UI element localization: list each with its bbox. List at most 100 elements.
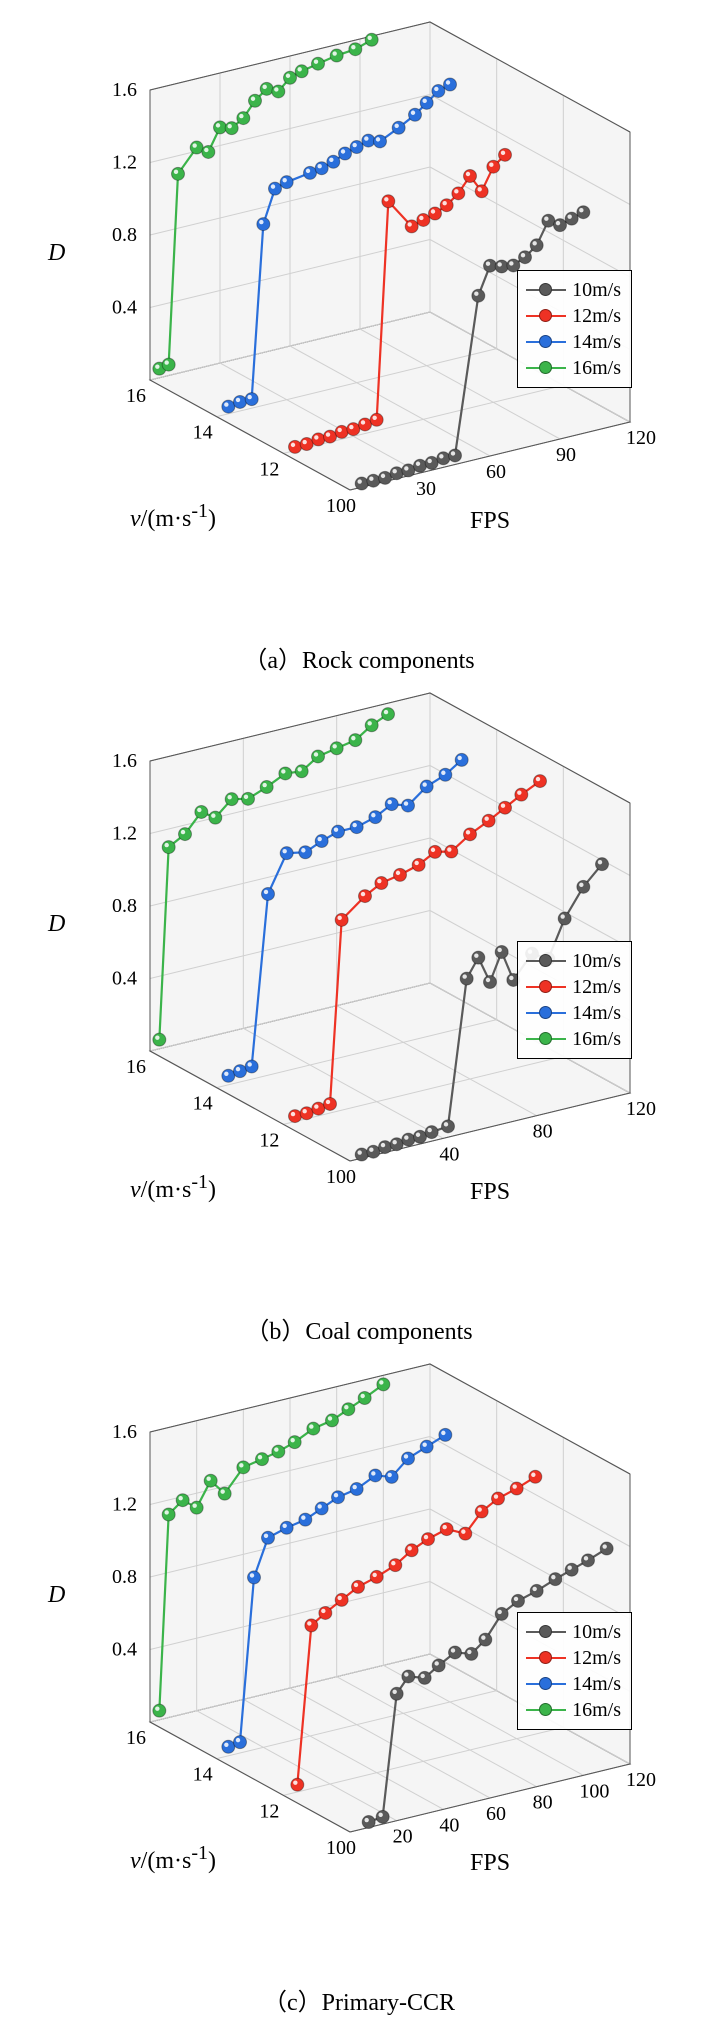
- series-marker-s10: [512, 1594, 525, 1607]
- series-marker-s14: [222, 1069, 235, 1082]
- series-marker-s14: [439, 1428, 452, 1441]
- series-marker-s14: [385, 1470, 398, 1483]
- axis-label-fps: FPS: [470, 1850, 510, 1877]
- series-marker-s10: [449, 449, 462, 462]
- series-marker-s14: [339, 147, 352, 160]
- series-marker-s14: [444, 78, 457, 91]
- series-marker-s14: [420, 96, 433, 109]
- series-marker-s12: [324, 1097, 337, 1110]
- series-marker-s12: [300, 1107, 313, 1120]
- series-marker-s16: [260, 82, 273, 95]
- svg-text:0.4: 0.4: [112, 968, 137, 990]
- series-marker-s14: [350, 141, 363, 154]
- series-marker-s10: [577, 206, 590, 219]
- panel-caption-b: （b）Coal components: [0, 1311, 718, 1346]
- legend: 10m/s12m/s14m/s16m/s: [517, 1612, 632, 1730]
- svg-text:1.6: 1.6: [112, 1421, 137, 1443]
- series-marker-s10: [414, 1130, 427, 1143]
- series-marker-s14: [280, 1521, 293, 1534]
- legend-item-s12: 12m/s: [526, 974, 621, 1000]
- series-marker-s16: [242, 792, 255, 805]
- series-marker-s10: [362, 1816, 375, 1829]
- series-marker-s12: [422, 1533, 435, 1546]
- axis-label-v: v/(m·s-1): [130, 1842, 216, 1875]
- series-marker-s10: [425, 1126, 438, 1139]
- series-marker-s16: [307, 1422, 320, 1435]
- svg-text:14: 14: [193, 1764, 213, 1786]
- legend-label: 10m/s: [572, 950, 621, 973]
- series-marker-s10: [530, 239, 543, 252]
- series-marker-s10: [437, 452, 450, 465]
- svg-text:16: 16: [126, 1727, 146, 1749]
- series-marker-s10: [425, 456, 438, 469]
- series-marker-s12: [452, 187, 465, 200]
- series-marker-s12: [529, 1470, 542, 1483]
- series-marker-s12: [312, 433, 325, 446]
- svg-text:0: 0: [346, 1166, 356, 1188]
- series-marker-s10: [565, 1563, 578, 1576]
- series-marker-s12: [534, 775, 547, 788]
- svg-text:0.4: 0.4: [112, 297, 137, 319]
- series-marker-s16: [365, 719, 378, 732]
- series-marker-s14: [315, 835, 328, 848]
- series-marker-s16: [330, 742, 343, 755]
- series-marker-s14: [245, 1060, 258, 1073]
- legend-label: 14m/s: [572, 1002, 621, 1025]
- series-marker-s12: [405, 1544, 418, 1557]
- series-marker-s10: [402, 464, 415, 477]
- series-marker-s10: [484, 976, 497, 989]
- svg-text:0: 0: [346, 495, 356, 517]
- legend-label: 14m/s: [572, 1673, 621, 1696]
- series-marker-s12: [440, 199, 453, 212]
- svg-text:10: 10: [326, 1837, 346, 1859]
- series-marker-s12: [464, 170, 477, 183]
- series-marker-s10: [484, 259, 497, 272]
- svg-text:30: 30: [416, 478, 436, 500]
- axis-label-fps: FPS: [470, 508, 510, 535]
- series-marker-s12: [459, 1527, 472, 1540]
- series-marker-s12: [499, 801, 512, 814]
- svg-text:16: 16: [126, 1056, 146, 1078]
- series-marker-s12: [499, 148, 512, 161]
- series-marker-s16: [330, 49, 343, 62]
- series-marker-s12: [492, 1492, 505, 1505]
- series-marker-s14: [374, 135, 387, 148]
- legend-label: 12m/s: [572, 976, 621, 999]
- series-marker-s16: [312, 750, 325, 763]
- series-marker-s10: [367, 474, 380, 487]
- series-marker-s14: [332, 1491, 345, 1504]
- series-marker-s14: [248, 1571, 261, 1584]
- axis-label-d: D: [48, 1582, 65, 1609]
- series-marker-s14: [402, 1452, 415, 1465]
- series-marker-s16: [377, 1378, 390, 1391]
- series-marker-s14: [455, 753, 468, 766]
- legend-item-s14: 14m/s: [526, 1671, 621, 1697]
- series-marker-s10: [379, 1141, 392, 1154]
- svg-text:40: 40: [439, 1814, 459, 1836]
- series-marker-s10: [549, 1573, 562, 1586]
- series-marker-s16: [237, 1461, 250, 1474]
- series-marker-s10: [465, 1647, 478, 1660]
- series-marker-s16: [218, 1487, 231, 1500]
- series-marker-s12: [319, 1606, 332, 1619]
- series-marker-s16: [342, 1403, 355, 1416]
- series-marker-s16: [172, 167, 185, 180]
- series-marker-s14: [262, 887, 275, 900]
- series-marker-s14: [362, 134, 375, 147]
- legend-label: 12m/s: [572, 305, 621, 328]
- series-marker-s12: [370, 1570, 383, 1583]
- series-marker-s16: [312, 57, 325, 70]
- series-marker-s12: [515, 788, 528, 801]
- series-marker-s12: [487, 160, 500, 173]
- series-marker-s10: [479, 1633, 492, 1646]
- legend-label: 14m/s: [572, 331, 621, 354]
- series-marker-s16: [284, 71, 297, 84]
- legend-item-s12: 12m/s: [526, 303, 621, 329]
- svg-text:100: 100: [579, 1780, 609, 1802]
- series-marker-s16: [153, 1033, 166, 1046]
- series-marker-s14: [234, 1065, 247, 1078]
- series-marker-s10: [542, 214, 555, 227]
- series-marker-s12: [394, 868, 407, 881]
- series-marker-s12: [482, 814, 495, 827]
- axis-label-v: v/(m·s-1): [130, 500, 216, 533]
